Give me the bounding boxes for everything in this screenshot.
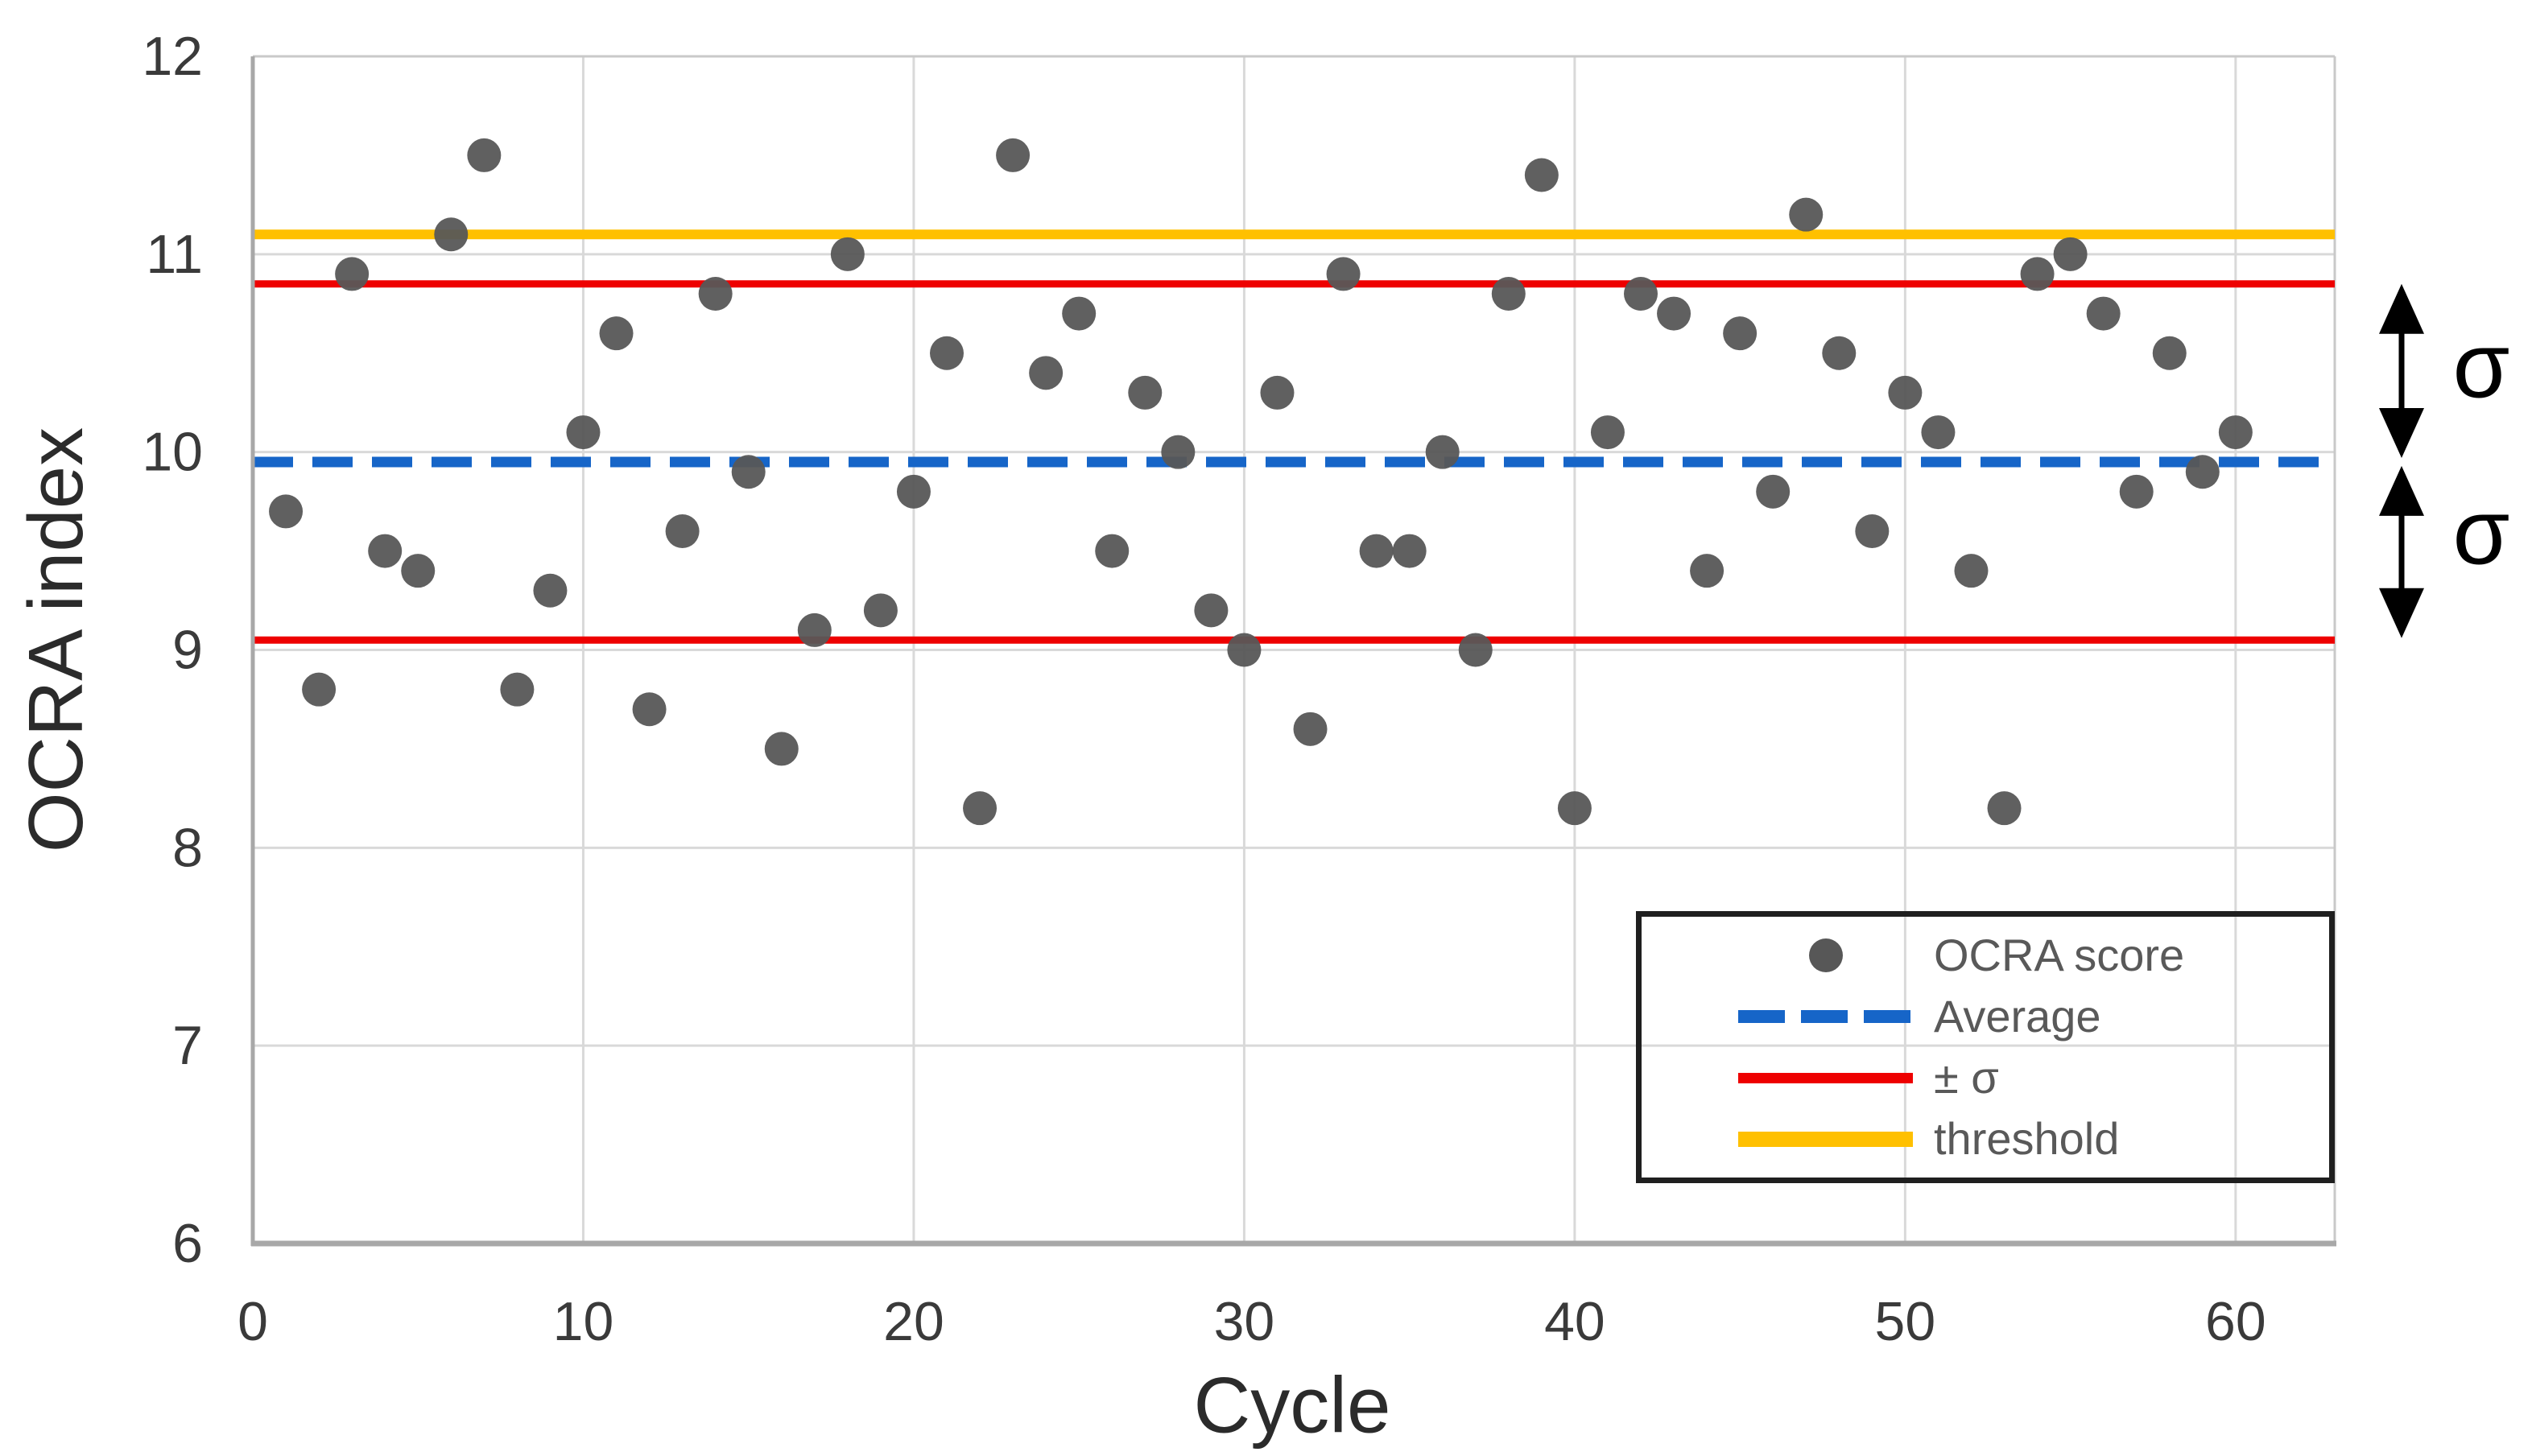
data-point <box>764 732 799 766</box>
data-point <box>1789 197 1824 232</box>
data-point <box>1822 336 1857 370</box>
data-point <box>599 316 634 351</box>
arrow-up-head <box>2379 283 2424 334</box>
legend-label: threshold <box>1934 1113 2120 1164</box>
data-point <box>996 138 1031 172</box>
data-point <box>1888 375 1923 410</box>
data-point <box>500 672 535 707</box>
data-point <box>368 534 403 568</box>
x-tick-label: 20 <box>883 1291 944 1352</box>
data-point <box>632 692 667 727</box>
data-point <box>1029 356 1064 390</box>
y-tick-label: 7 <box>172 1015 203 1076</box>
x-tick-label: 50 <box>1875 1291 1936 1352</box>
legend-label: OCRA score <box>1934 930 2185 980</box>
legend-label: ± σ <box>1934 1052 1999 1103</box>
data-point <box>1690 554 1724 588</box>
data-point <box>2185 455 2220 489</box>
data-point <box>269 494 304 529</box>
y-tick-label: 8 <box>172 817 203 878</box>
data-point <box>1227 633 1262 667</box>
legend-label: Average <box>1934 991 2101 1041</box>
data-point <box>1458 633 1493 667</box>
data-point <box>1359 534 1394 568</box>
data-point <box>1161 435 1196 469</box>
data-point <box>2086 296 2121 331</box>
data-point <box>2020 257 2055 291</box>
legend-entry-threshold: threshold <box>1738 1110 2329 1168</box>
data-point <box>1491 277 1526 311</box>
data-point <box>401 554 436 588</box>
x-tick-label: 30 <box>1214 1291 1275 1352</box>
data-point <box>1392 534 1427 568</box>
data-point <box>863 593 898 628</box>
data-point <box>1524 158 1559 192</box>
data-point <box>1095 534 1130 568</box>
sigma-upper-annotation: σ <box>2452 314 2510 418</box>
arrow-up-head <box>2379 465 2424 516</box>
data-point <box>1590 415 1625 450</box>
data-point <box>963 791 998 826</box>
data-point <box>2119 474 2154 509</box>
data-point <box>1756 474 1791 509</box>
sigma-lower-annotation: σ <box>2452 481 2510 584</box>
y-axis-title: OCRA index <box>13 427 99 853</box>
dashed-line-icon <box>1738 1010 1913 1023</box>
data-point <box>467 138 502 172</box>
x-tick-label: 0 <box>238 1291 268 1352</box>
data-point <box>1987 791 2022 826</box>
red-line-icon <box>1738 1072 1913 1083</box>
data-point <box>434 217 469 252</box>
x-tick-label: 40 <box>1544 1291 1605 1352</box>
legend-entry-sigma: ± σ <box>1738 1049 2329 1107</box>
yellow-line-icon <box>1738 1131 1913 1147</box>
x-tick-label: 10 <box>553 1291 614 1352</box>
data-point <box>1062 296 1097 331</box>
data-point <box>2152 336 2187 370</box>
data-point <box>930 336 964 370</box>
y-tick-label: 9 <box>172 620 203 681</box>
y-tick-label: 11 <box>146 224 203 285</box>
data-point <box>797 613 832 647</box>
legend: OCRA score Average ± σ threshold <box>1636 911 2335 1183</box>
arrow-down-head <box>2379 588 2424 638</box>
data-point <box>533 573 568 608</box>
data-point <box>830 237 865 271</box>
data-point <box>1326 257 1361 291</box>
data-point <box>302 672 337 707</box>
x-axis-title: Cycle <box>1193 1360 1391 1450</box>
data-point <box>2218 415 2253 450</box>
data-point <box>1954 554 1989 588</box>
data-point <box>1723 316 1758 351</box>
y-tick-label: 6 <box>172 1213 203 1274</box>
legend-entry-average: Average <box>1738 988 2329 1046</box>
x-tick-label: 60 <box>2205 1291 2266 1352</box>
data-point <box>665 514 700 548</box>
data-point <box>1855 514 1890 548</box>
data-point <box>698 277 733 311</box>
arrow-down-head <box>2379 408 2424 459</box>
data-point <box>335 257 370 291</box>
data-point <box>1657 296 1691 331</box>
data-point <box>1260 375 1295 410</box>
data-point <box>896 474 931 509</box>
legend-entry-ocra-score: OCRA score <box>1738 926 2329 984</box>
data-point <box>1557 791 1592 826</box>
data-point <box>1128 375 1163 410</box>
data-point <box>566 415 601 450</box>
data-point <box>1425 435 1460 469</box>
scatter-dot-icon <box>1738 938 1913 972</box>
y-tick-label: 12 <box>142 26 203 87</box>
data-point <box>1194 593 1229 628</box>
y-tick-label: 10 <box>142 422 203 483</box>
data-point <box>731 455 766 489</box>
data-point <box>2053 237 2088 271</box>
data-point <box>1624 277 1658 311</box>
data-point <box>1293 712 1328 746</box>
data-point <box>1921 415 1956 450</box>
